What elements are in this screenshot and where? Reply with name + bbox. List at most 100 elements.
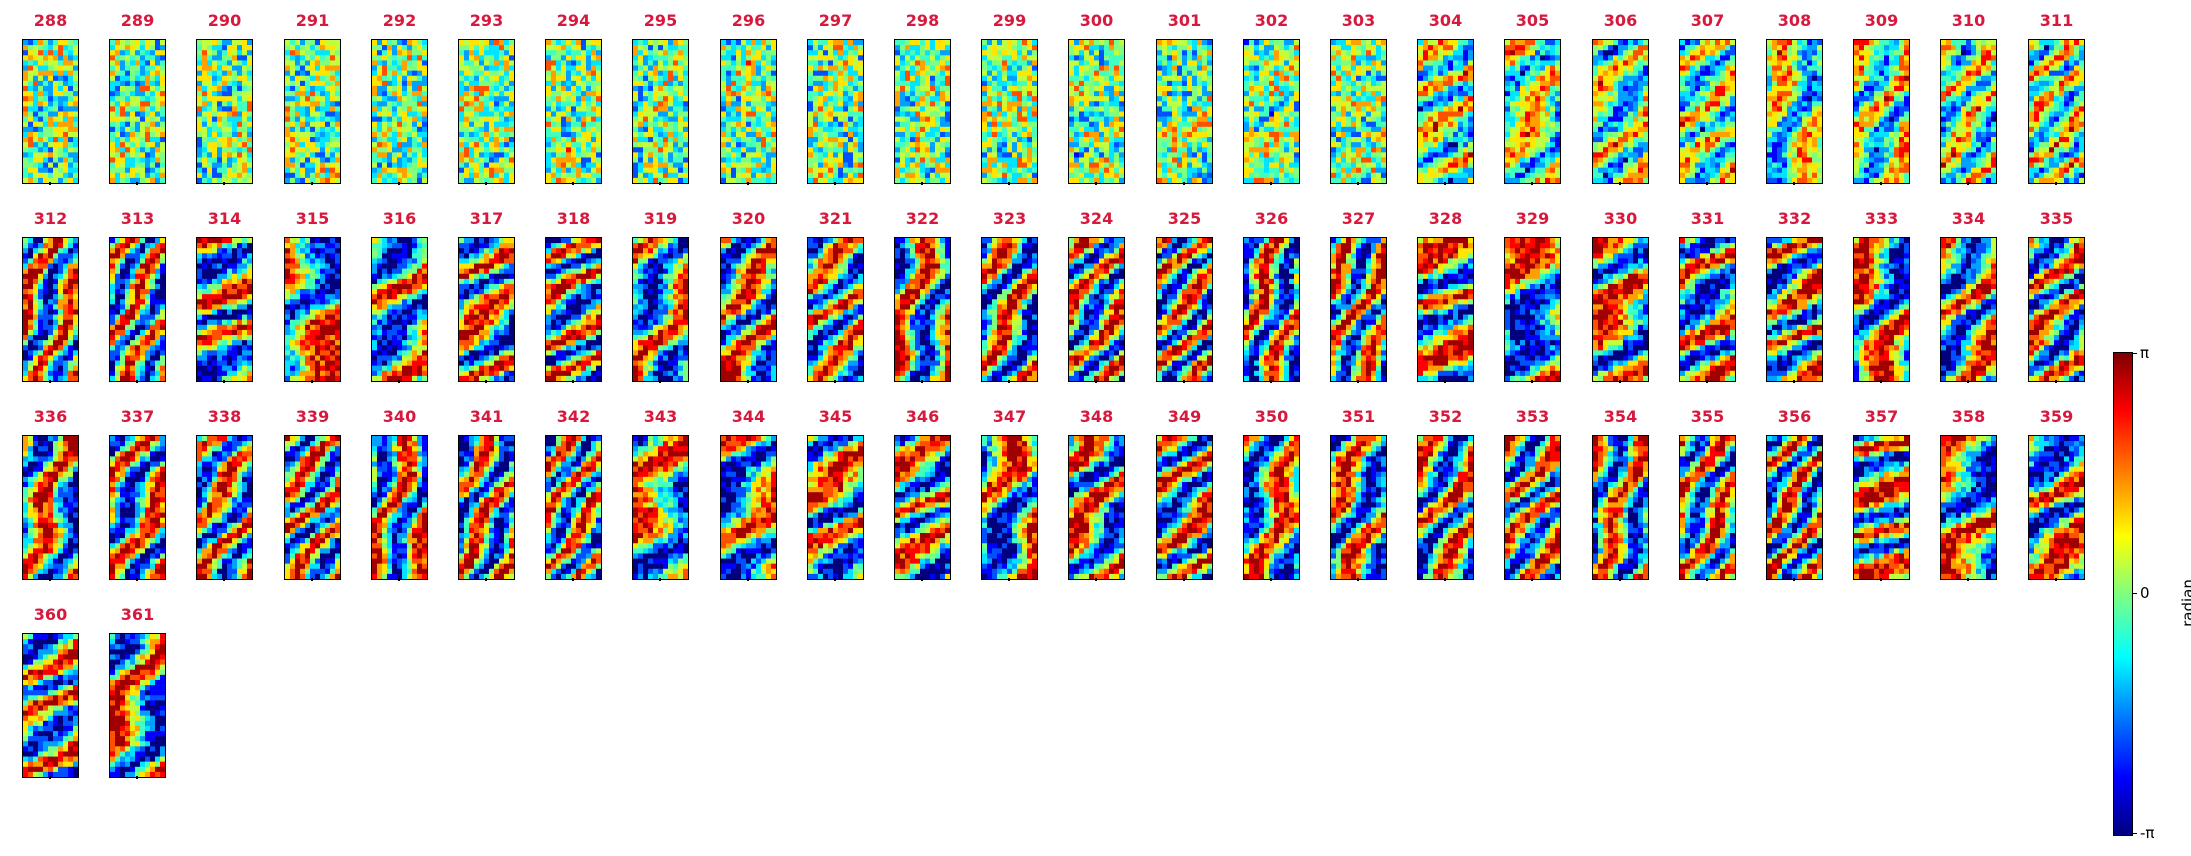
panel-tick [1183, 182, 1185, 185]
phase-image [632, 39, 689, 184]
panel-title: 295 [622, 12, 699, 30]
phase-image [1330, 39, 1387, 184]
panel-tick [136, 776, 138, 779]
panel-title: 322 [884, 210, 961, 228]
phase-image [371, 237, 428, 382]
colorbar-tick-top [2132, 353, 2137, 354]
panel-tick [834, 182, 836, 185]
panel-tick [1706, 182, 1708, 185]
panel-title: 303 [1320, 12, 1397, 30]
panel-tick [1619, 182, 1621, 185]
panel-title: 360 [12, 606, 89, 624]
panel-tick [485, 182, 487, 185]
panel-title: 318 [535, 210, 612, 228]
panel-title: 340 [361, 408, 438, 426]
colorbar-tick-mid [2132, 593, 2137, 594]
phase-image [632, 435, 689, 580]
phase-image [720, 237, 777, 382]
phase-image [545, 39, 602, 184]
panel-tick [49, 776, 51, 779]
panel-tick [921, 578, 923, 581]
colorbar-label-max: π [2140, 344, 2149, 362]
phase-image [2028, 39, 2085, 184]
panel-title: 328 [1407, 210, 1484, 228]
panel-tick [136, 380, 138, 383]
panel-tick [1793, 182, 1795, 185]
panel-title: 345 [797, 408, 874, 426]
panel-tick [485, 380, 487, 383]
panel-title: 361 [99, 606, 176, 624]
phase-image [2028, 237, 2085, 382]
panel-tick [834, 578, 836, 581]
colorbar-label-min: -π [2140, 824, 2154, 842]
panel-tick [1967, 182, 1969, 185]
panel-title: 341 [448, 408, 525, 426]
panel-tick [1444, 182, 1446, 185]
phase-image [109, 435, 166, 580]
panel-tick [1967, 578, 1969, 581]
phase-image [1156, 435, 1213, 580]
panel-tick [747, 380, 749, 383]
panel-title: 306 [1582, 12, 1659, 30]
phase-image [807, 39, 864, 184]
panel-title: 309 [1843, 12, 1920, 30]
panel-title: 338 [186, 408, 263, 426]
phase-image [1592, 237, 1649, 382]
phase-image [1592, 39, 1649, 184]
panel-title: 336 [12, 408, 89, 426]
phase-image [1417, 237, 1474, 382]
panel-tick [1880, 578, 1882, 581]
panel-title: 346 [884, 408, 961, 426]
panel-title: 292 [361, 12, 438, 30]
panel-title: 353 [1494, 408, 1571, 426]
phase-image [981, 39, 1038, 184]
phase-image [1504, 39, 1561, 184]
phase-image [1068, 237, 1125, 382]
panel-title: 332 [1756, 210, 1833, 228]
panel-tick [1270, 578, 1272, 581]
phase-image [981, 237, 1038, 382]
panel-title: 301 [1146, 12, 1223, 30]
panel-title: 310 [1930, 12, 2007, 30]
panel-title: 339 [274, 408, 351, 426]
phase-image [981, 435, 1038, 580]
panel-title: 314 [186, 210, 263, 228]
phase-image [1330, 435, 1387, 580]
phase-image [1679, 39, 1736, 184]
panel-title: 297 [797, 12, 874, 30]
phase-image [22, 633, 79, 778]
phase-image [720, 435, 777, 580]
phase-image [2028, 435, 2085, 580]
panel-title: 293 [448, 12, 525, 30]
phase-image [22, 237, 79, 382]
panel-title: 299 [971, 12, 1048, 30]
panel-tick [1444, 380, 1446, 383]
panel-title: 331 [1669, 210, 1746, 228]
phase-image [458, 237, 515, 382]
panel-title: 355 [1669, 408, 1746, 426]
panel-tick [921, 182, 923, 185]
panel-tick [659, 380, 661, 383]
panel-title: 349 [1146, 408, 1223, 426]
phase-image [1940, 435, 1997, 580]
phase-image [545, 237, 602, 382]
panel-tick [834, 380, 836, 383]
panel-title: 326 [1233, 210, 1310, 228]
panel-tick [49, 182, 51, 185]
panel-title: 357 [1843, 408, 1920, 426]
phase-image [1766, 435, 1823, 580]
panel-tick [1619, 380, 1621, 383]
panel-tick [49, 578, 51, 581]
panel-tick [2055, 182, 2057, 185]
phase-image [458, 39, 515, 184]
panel-title: 300 [1058, 12, 1135, 30]
panel-tick [1357, 182, 1359, 185]
colorbar-label-zero: 0 [2140, 584, 2150, 602]
panel-title: 327 [1320, 210, 1397, 228]
panel-tick [1095, 182, 1097, 185]
panel-title: 296 [710, 12, 787, 30]
panel-tick [1706, 578, 1708, 581]
panel-tick [136, 578, 138, 581]
panel-title: 359 [2018, 408, 2095, 426]
